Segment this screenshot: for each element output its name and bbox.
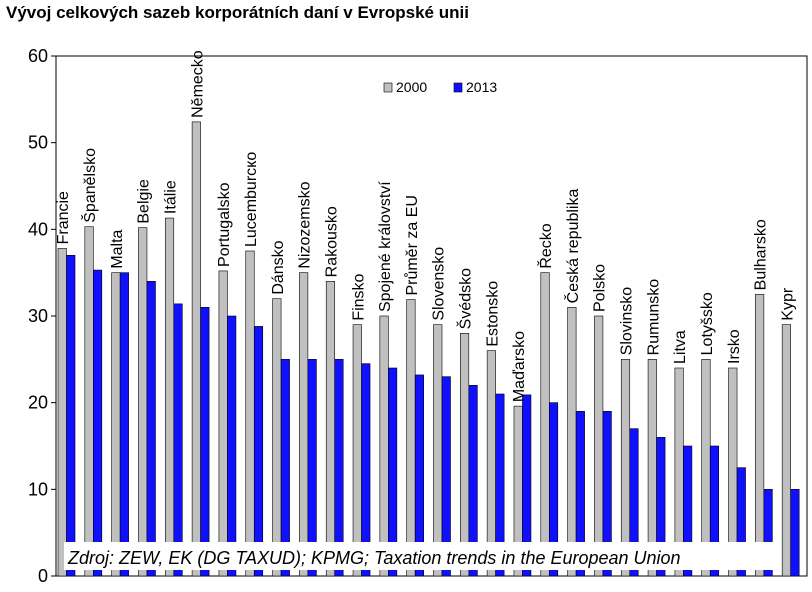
bar-2000-8	[272, 298, 282, 577]
category-label-0: Francie	[55, 191, 72, 244]
bar-2000-27	[781, 324, 791, 577]
bar-2000-20	[594, 315, 604, 577]
y-tick-label: 30	[28, 306, 48, 326]
bar-2013-25	[736, 467, 746, 577]
bar-2000-7	[245, 250, 255, 577]
y-tick-label: 10	[28, 479, 48, 499]
bar-2000-6	[218, 270, 228, 577]
bar-2000-3	[138, 227, 148, 577]
bar-2000-2	[111, 272, 121, 577]
bar-2013-26	[763, 489, 773, 577]
category-label-8: Dánsko	[270, 240, 287, 294]
bar-2013-20	[602, 411, 612, 577]
category-label-5: Německo	[189, 50, 206, 118]
category-label-18: Řecko	[536, 223, 555, 268]
category-label-23: Litva	[672, 330, 689, 364]
bar-2013-17	[522, 394, 532, 577]
category-label-10: Rakousko	[323, 206, 340, 277]
legend-swatch-2000	[383, 82, 393, 93]
bar-2013-23	[683, 445, 693, 577]
bar-2013-6	[227, 315, 237, 577]
y-tick-label: 60	[28, 46, 48, 66]
y-axis: 0 10 20 30 40 50 60	[28, 46, 56, 586]
bars	[57, 121, 800, 577]
bar-2013-15	[468, 385, 478, 577]
bar-2000-15	[460, 333, 470, 577]
bar-2000-12	[379, 315, 389, 577]
y-tick-label: 50	[28, 133, 48, 153]
bar-2013-5	[200, 307, 210, 577]
bar-2000-5	[191, 121, 201, 577]
category-label-3: Belgie	[136, 179, 153, 224]
bar-2000-18	[540, 272, 550, 577]
category-label-14: Slovensko	[431, 247, 448, 321]
bar-2013-24	[709, 445, 720, 577]
category-label-20: Polsko	[592, 264, 609, 312]
legend: 2000 2013	[383, 79, 497, 95]
bar-2013-4	[173, 303, 183, 577]
bar-2013-18	[548, 402, 559, 577]
bar-2013-11	[361, 363, 371, 577]
category-label-6: Portugalsko	[216, 182, 233, 267]
bar-2013-7	[253, 326, 264, 577]
category-label-25: Irsko	[726, 329, 743, 364]
category-label-12: Spojené království	[377, 181, 394, 312]
bar-2000-4	[164, 217, 175, 577]
bar-2013-10	[334, 359, 344, 577]
category-label-16: Estonsko	[484, 281, 501, 347]
category-label-9: Nizozemsko	[297, 181, 314, 268]
legend-label-2013: 2013	[466, 79, 497, 95]
bar-2013-21	[629, 428, 639, 577]
legend-swatch-2013	[453, 82, 463, 93]
category-label-17: Maďarsko	[511, 331, 528, 402]
source-note: Zdroj: ZEW, EK (DG TAXUD); KPMG; Taxatio…	[67, 548, 681, 568]
bar-2000-10	[325, 281, 336, 577]
category-label-15: Švédsko	[456, 268, 475, 329]
bar-2000-26	[755, 294, 765, 577]
category-label-1: Španělsko	[80, 148, 99, 223]
bar-2013-14	[441, 376, 451, 577]
bar-2013-13	[414, 374, 424, 577]
category-label-2: Malta	[109, 229, 126, 268]
bar-2013-0	[66, 255, 76, 577]
source-note-background	[64, 542, 780, 570]
bar-2013-19	[575, 411, 585, 577]
bar-2013-1	[93, 269, 103, 577]
bar-2013-12	[388, 367, 398, 577]
y-tick-label: 0	[38, 566, 48, 586]
category-label-13: Průměr za EU	[403, 195, 421, 295]
y-tick-label: 40	[28, 219, 48, 239]
y-tick-label: 20	[28, 393, 48, 413]
bar-2013-2	[119, 272, 129, 577]
category-label-21: Slovinsko	[619, 287, 636, 356]
category-labels: Francie Španělsko Malta Belgie Itálie Německo…	[55, 50, 796, 402]
category-label-26: Bulharsko	[753, 219, 770, 290]
category-label-11: Finsko	[350, 273, 367, 320]
category-label-22: Rumunsko	[645, 279, 662, 356]
bar-2000-19	[567, 307, 577, 577]
category-label-19: Česká republika	[563, 189, 582, 304]
bar-2013-27	[790, 489, 800, 577]
category-label-7: Lucemburско	[243, 152, 260, 247]
category-label-27: Kypr	[779, 287, 796, 321]
category-label-24: Lotyšsko	[699, 292, 716, 355]
chart-title: Vývoj celkových sazeb korporátních daní …	[6, 3, 469, 22]
bar-2013-16	[495, 393, 505, 577]
legend-label-2000: 2000	[396, 79, 427, 95]
bar-2013-3	[146, 281, 156, 577]
bar-2000-9	[299, 272, 309, 577]
bar-2013-22	[656, 437, 666, 577]
bar-2013-8	[280, 359, 290, 577]
category-label-4: Itálie	[163, 180, 180, 214]
bar-2013-9	[307, 359, 317, 577]
bar-2000-11	[352, 324, 362, 577]
bar-2000-14	[433, 324, 443, 577]
bar-2000-0	[57, 248, 67, 577]
bar-2000-1	[84, 226, 94, 577]
bar-2000-13	[406, 299, 416, 577]
